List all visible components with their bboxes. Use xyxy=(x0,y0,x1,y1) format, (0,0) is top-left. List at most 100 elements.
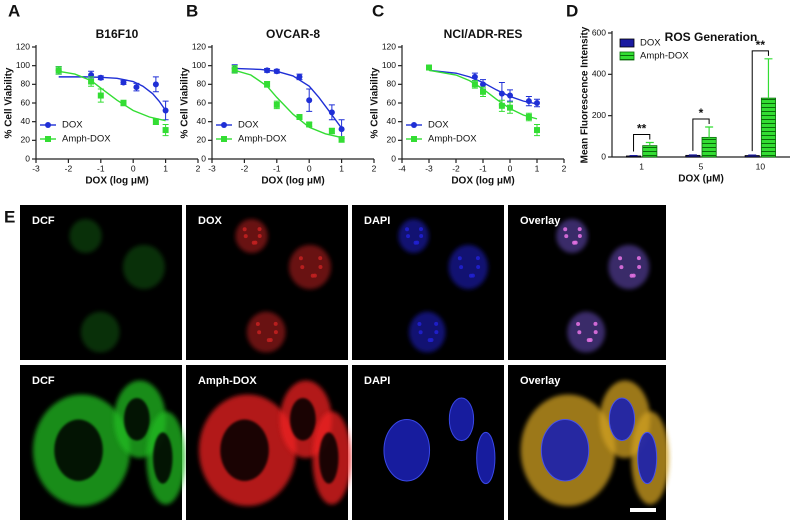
cell xyxy=(69,218,102,254)
micrograph: DCF xyxy=(20,365,186,520)
speck xyxy=(419,234,424,238)
speck xyxy=(563,227,568,232)
x-axis-label: DOX (log μM) xyxy=(451,176,514,187)
nucleus xyxy=(608,397,636,442)
nucleus xyxy=(448,397,475,442)
cell xyxy=(288,244,331,290)
speck xyxy=(573,240,578,245)
data-point xyxy=(97,74,104,81)
significance-label: ** xyxy=(637,122,647,136)
cell xyxy=(608,244,650,290)
speck xyxy=(618,256,623,261)
x-tick-label: -1 xyxy=(97,163,105,173)
cell xyxy=(448,244,489,290)
speck xyxy=(637,265,642,269)
legend-label: Amph-DOX xyxy=(640,51,689,62)
speck xyxy=(577,234,582,238)
x-tick-label: 1 xyxy=(535,163,540,173)
x-tick-label: 0 xyxy=(307,163,312,173)
speck xyxy=(588,338,593,343)
y-tick-label: 80 xyxy=(197,79,207,89)
legend-marker xyxy=(411,136,417,142)
nucleus xyxy=(383,419,431,482)
y-tick-label: 100 xyxy=(16,60,30,70)
bar xyxy=(701,136,717,158)
panel-letter: D xyxy=(566,1,578,20)
y-tick-label: 60 xyxy=(387,97,397,107)
data-point xyxy=(507,104,513,111)
speck xyxy=(470,273,475,278)
cell xyxy=(80,311,120,353)
panel-letter: C xyxy=(372,1,384,20)
x-tick-label: 5 xyxy=(699,161,704,171)
y-tick-label: 120 xyxy=(192,41,206,51)
speck xyxy=(268,338,273,343)
speck xyxy=(476,265,481,269)
legend-marker xyxy=(221,136,227,142)
y-tick-label: 60 xyxy=(197,97,207,107)
legend-swatch xyxy=(619,51,635,61)
speck xyxy=(593,321,598,326)
speck xyxy=(405,227,410,232)
data-point xyxy=(88,78,95,85)
x-tick-label: -3 xyxy=(425,163,433,173)
nucleus-void xyxy=(289,397,316,441)
speck xyxy=(243,234,248,239)
image-label: DOX xyxy=(198,215,223,227)
y-tick-label: 100 xyxy=(382,60,396,70)
speck xyxy=(318,265,323,269)
legend-label: DOX xyxy=(640,38,661,49)
speck xyxy=(459,265,464,270)
nucleus xyxy=(540,419,590,482)
fit-curve xyxy=(58,70,166,122)
data-point xyxy=(55,67,62,74)
legend-marker xyxy=(45,136,51,142)
speck xyxy=(273,330,278,335)
image-label: Amph-DOX xyxy=(198,375,257,387)
cell xyxy=(398,218,429,254)
speck xyxy=(318,256,323,261)
speck xyxy=(300,265,305,270)
micrograph: Overlay xyxy=(508,205,666,360)
micrograph: DAPI xyxy=(352,205,504,360)
y-tick-label: 40 xyxy=(197,116,207,126)
micrograph: DOX xyxy=(186,205,348,360)
error-bar xyxy=(764,58,773,99)
legend-label: DOX xyxy=(238,120,259,131)
panel-letter: E xyxy=(4,207,15,226)
legend-marker xyxy=(411,122,417,128)
speck xyxy=(457,256,462,261)
data-point xyxy=(162,127,169,134)
cell xyxy=(556,218,588,254)
data-point xyxy=(525,98,532,105)
speck xyxy=(298,256,303,261)
nucleus xyxy=(637,431,658,485)
fit-curve xyxy=(234,67,343,129)
x-tick-label: 0 xyxy=(131,163,136,173)
x-tick-label: -3 xyxy=(208,163,216,173)
speck xyxy=(434,330,439,335)
fit-curve xyxy=(428,69,538,120)
speck xyxy=(636,256,641,261)
bar xyxy=(642,145,658,158)
chart-title: OVCAR-8 xyxy=(266,27,320,41)
y-tick-label: 40 xyxy=(387,116,397,126)
speck xyxy=(631,273,636,278)
speck xyxy=(406,234,411,239)
speck xyxy=(312,273,317,278)
data-point xyxy=(306,121,313,128)
fit-curve xyxy=(428,69,538,105)
speck xyxy=(257,227,262,232)
y-tick-label: 0 xyxy=(601,151,606,161)
legend-label: DOX xyxy=(62,120,83,131)
nucleus xyxy=(476,431,496,485)
chart-title: B16F10 xyxy=(96,27,139,41)
error-bar xyxy=(645,141,654,146)
error-bar xyxy=(705,126,714,138)
speck xyxy=(593,330,598,335)
bar xyxy=(760,97,776,158)
y-tick-label: 120 xyxy=(382,41,396,51)
cell xyxy=(567,311,606,353)
significance-bracket xyxy=(692,118,710,151)
